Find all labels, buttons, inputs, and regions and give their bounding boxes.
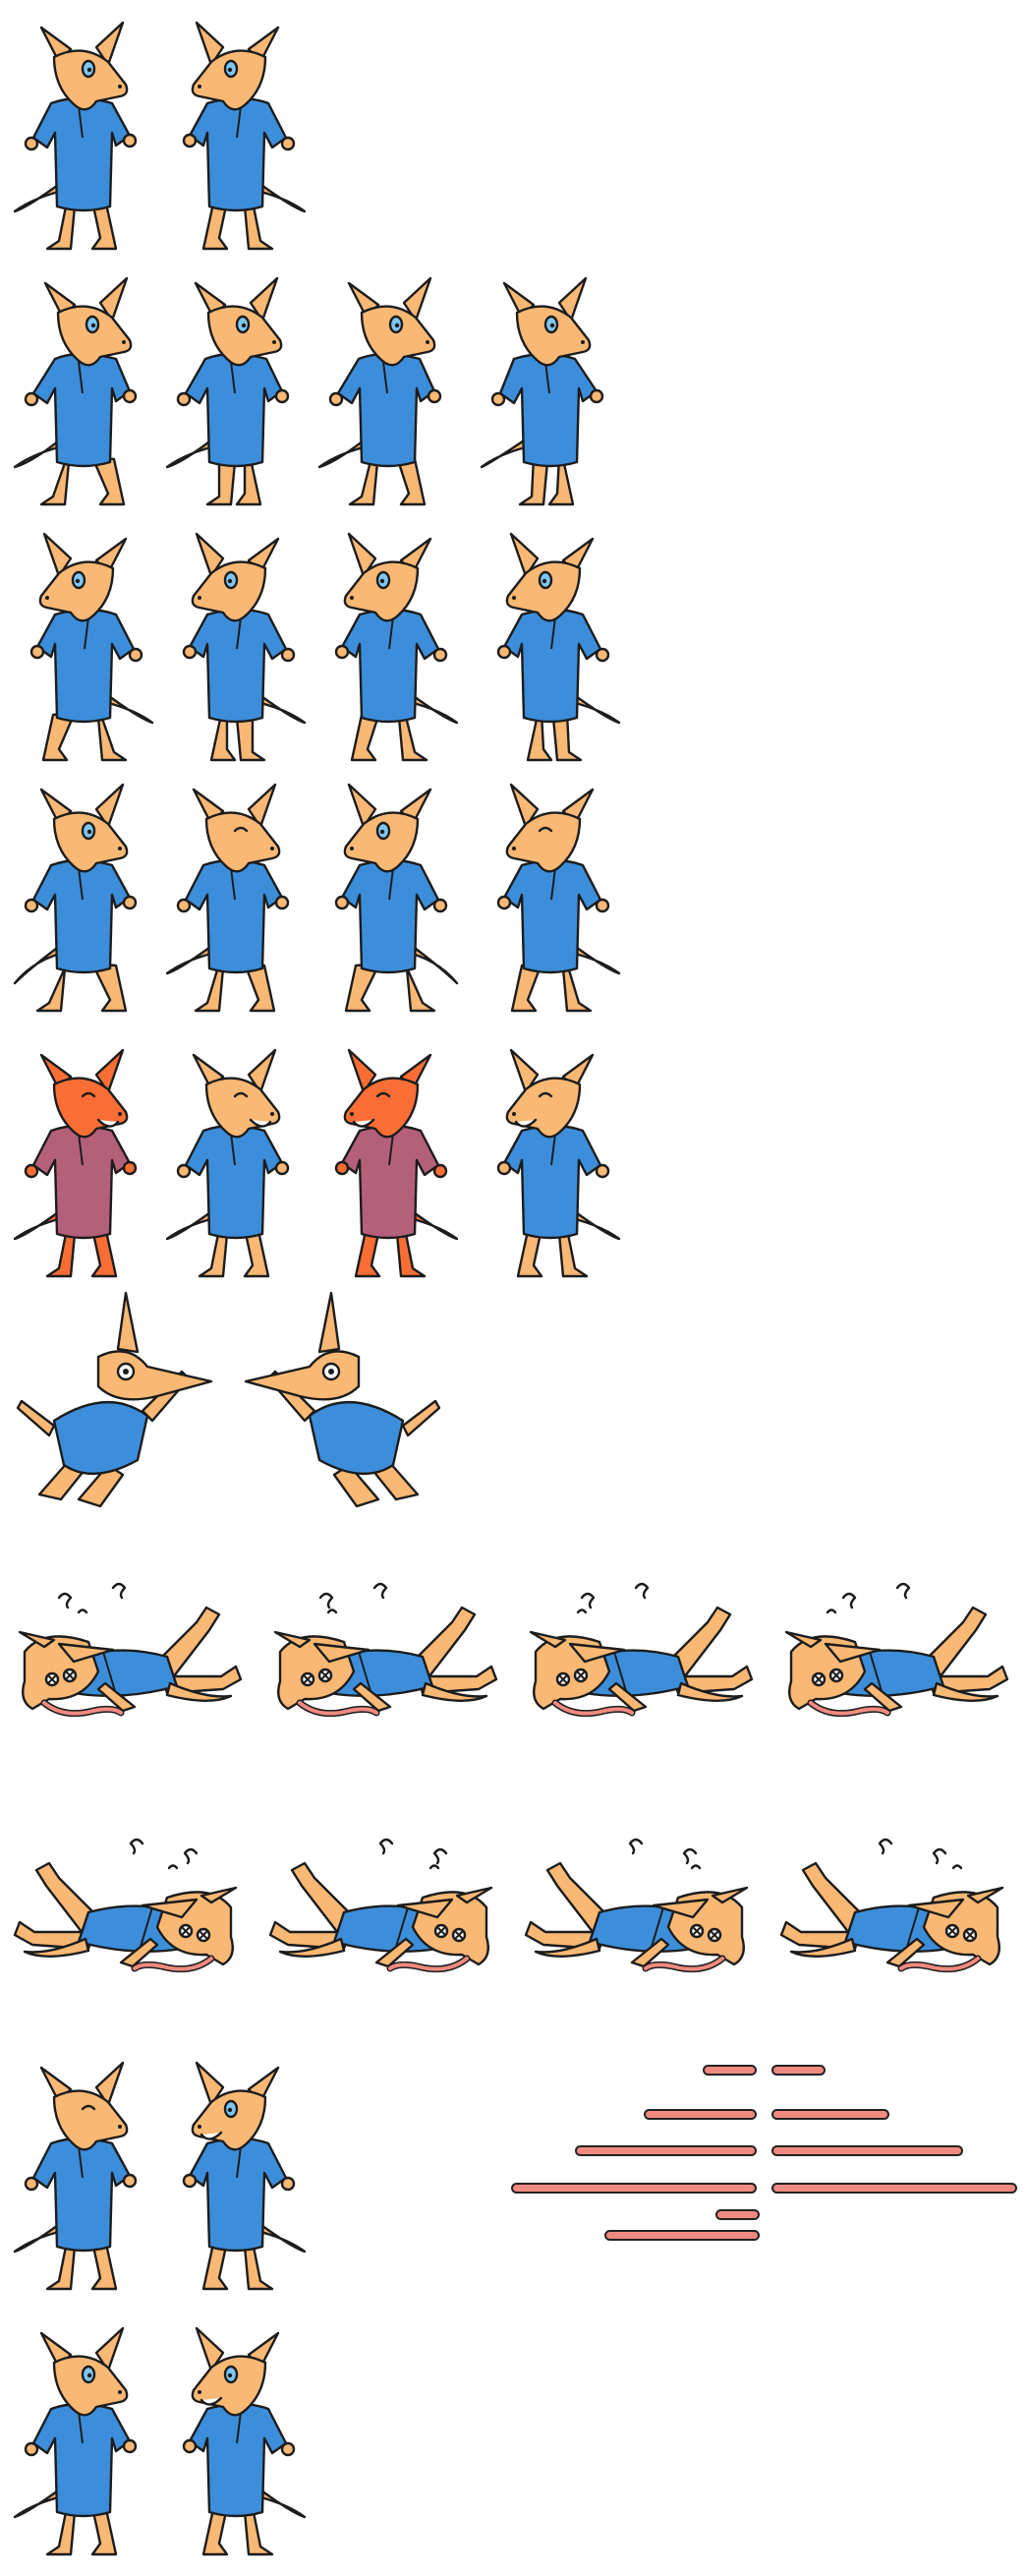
sprite-walk-a-frame-4 — [480, 276, 604, 506]
tongue-strip — [644, 2109, 757, 2120]
sprite-turn-frame-2 — [182, 2326, 307, 2556]
sprite-turn-frame-1 — [13, 2326, 138, 2556]
sprite-ko-left-frame-2 — [273, 1582, 498, 1718]
sprite-walk-b-frame-1 — [29, 532, 154, 762]
sprite-walk-b-frame-2 — [182, 532, 307, 762]
tongue-strip — [771, 2183, 1017, 2194]
sprite-hurt-frame-3 — [334, 1048, 459, 1278]
sprite-ko-left-frame-3 — [529, 1582, 754, 1718]
sprite-ko-right-frame-3 — [524, 1838, 749, 1973]
sprite-hurt-frame-1 — [13, 1048, 138, 1278]
sprite-ko-left-frame-1 — [18, 1582, 243, 1718]
sprite-hurt-frame-2 — [165, 1048, 290, 1278]
sprite-walk-a-frame-2 — [165, 276, 290, 506]
sprite-walk-a-frame-1 — [13, 276, 138, 506]
tongue-strip — [715, 2209, 760, 2220]
tongue-strip — [771, 2145, 963, 2156]
sprite-hurt-frame-4 — [496, 1048, 621, 1278]
tongue-strip — [511, 2183, 757, 2194]
sprite-look-frame-2 — [182, 2061, 307, 2291]
tongue-strip — [575, 2145, 757, 2156]
tongue-strip — [771, 2065, 826, 2076]
sprite-ko-right-frame-1 — [13, 1838, 238, 1973]
sprite-fall-frame-2 — [244, 1291, 441, 1508]
tongue-strip — [771, 2109, 889, 2120]
sprite-ko-right-frame-4 — [779, 1838, 1004, 1973]
sprite-fall-frame-1 — [16, 1291, 213, 1508]
sprite-walk-b-frame-3 — [334, 532, 459, 762]
sprite-jump-frame-2 — [165, 783, 290, 1013]
sprite-jump-frame-4 — [496, 783, 621, 1013]
sprite-ko-left-frame-4 — [784, 1582, 1009, 1718]
sprite-walk-b-frame-4 — [496, 532, 621, 762]
sprite-walk-a-frame-3 — [317, 276, 442, 506]
tongue-strip — [703, 2065, 757, 2076]
sprite-idle-frame-2 — [182, 21, 307, 251]
tongue-strip — [604, 2230, 760, 2241]
sprite-ko-right-frame-2 — [268, 1838, 493, 1973]
sprite-jump-frame-3 — [334, 783, 459, 1013]
sprite-jump-frame-1 — [13, 783, 138, 1013]
sprite-idle-frame-1 — [13, 21, 138, 251]
sprite-look-frame-1 — [13, 2061, 138, 2291]
